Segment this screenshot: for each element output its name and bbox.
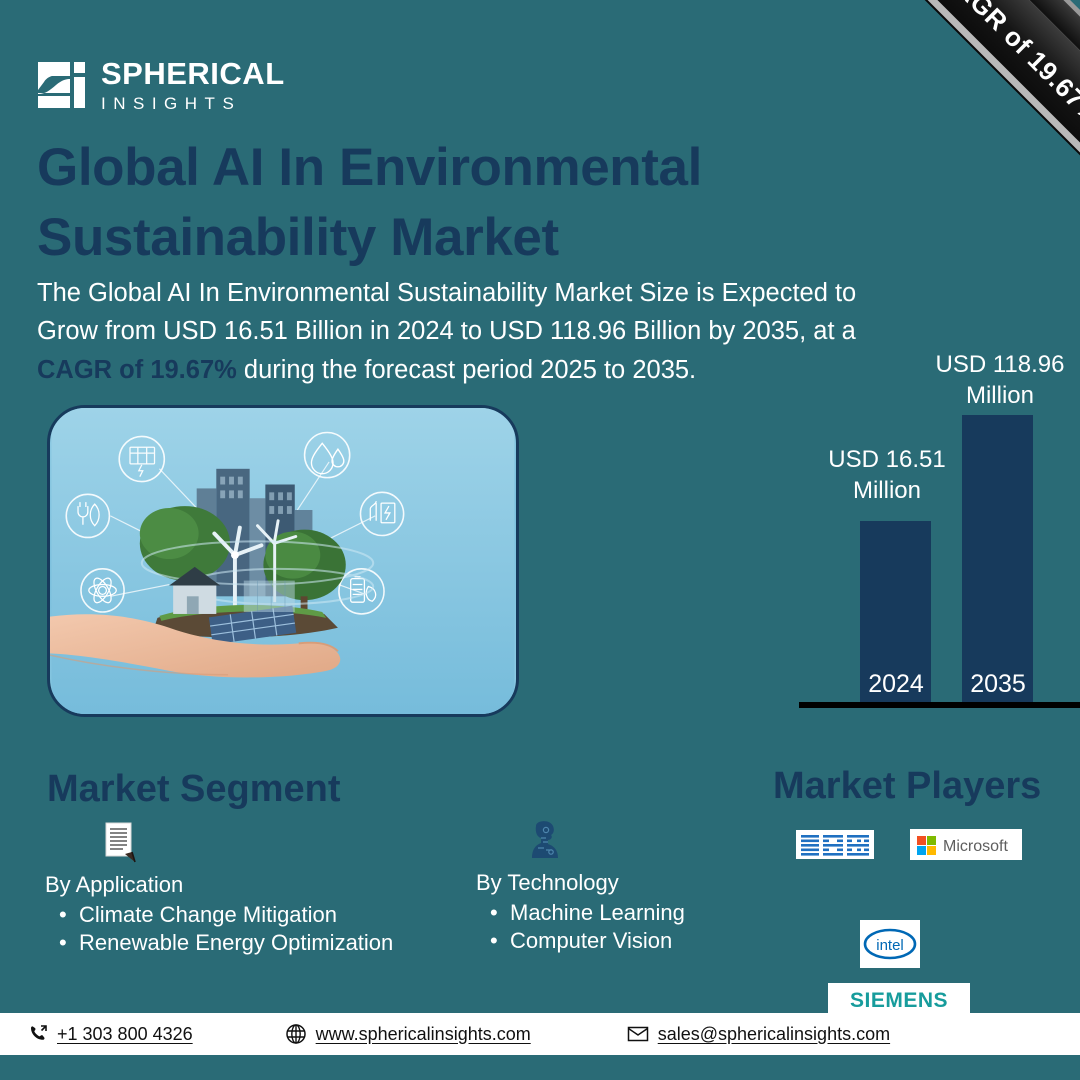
ribbon-main-band: CAGR of 19.67% [769,0,1080,214]
envelope-icon [627,1026,648,1042]
siemens-logo-icon: SIEMENS [828,983,970,1015]
segment-title-by-technology: By Technology [476,870,619,895]
description-text-part2: during the forecast period 2025 to 2035. [236,355,697,384]
footer-website-text: www.sphericalinsights.com [315,1023,531,1044]
bar-2035 [962,415,1033,703]
description-text-part1: The Global AI In Environmental Sustainab… [37,279,857,346]
segment-items-by-application: Climate Change Mitigation Renewable Ener… [45,901,445,957]
footer-phone-text: +1 303 800 4326 [57,1023,193,1044]
svg-text:intel: intel [876,937,904,954]
brand-name: SPHERICAL [101,56,285,91]
ribbon-stripe-black-thin [786,0,1080,129]
segment-group-by-application: By Application Climate Change Mitigation… [45,820,445,957]
market-description: The Global AI In Environmental Sustainab… [37,274,917,389]
list-item: Renewable Energy Optimization [45,929,445,957]
brand-tagline: INSIGHTS [101,94,242,113]
bar-category-2035: 2035 [970,670,1026,698]
ribbon-stripe-gray-top [793,0,1080,142]
bar-value-label-2035: USD 118.96 Million [935,351,1065,409]
footer-phone[interactable]: +1 303 800 4326 [28,1024,193,1045]
description-cagr-highlight: CAGR of 19.67% [37,355,237,384]
segment-items-by-technology: Machine Learning Computer Vision [476,899,776,955]
market-players-logos: Microsoft intel SIEMENS [760,815,1080,1015]
ribbon-stripe-gray-bottom [793,0,1080,234]
intel-logo-icon: intel [860,920,920,968]
market-segment-heading: Market Segment [47,768,341,810]
ribbon-label: CAGR of 19.67% [937,0,1080,131]
bar-category-2024: 2024 [868,670,924,698]
segment-title-by-application: By Application [45,872,184,897]
footer-website[interactable]: www.sphericalinsights.com [285,1023,531,1045]
list-item: Climate Change Mitigation [45,901,445,929]
bar-2024 [860,521,931,703]
list-item: Machine Learning [476,899,776,927]
spherical-insights-logo-mark-icon [38,62,85,108]
hero-image [47,405,519,717]
globe-icon [285,1024,306,1044]
ai-head-icon [532,821,558,858]
phone-icon [31,1025,47,1040]
market-players-heading: Market Players [773,765,1042,807]
microsoft-logo-icon: Microsoft [910,829,1022,860]
hero-illustration-icon [50,408,515,714]
footer-bar: +1 303 800 4326 www.sphericalinsights.co… [0,1013,1080,1055]
brand-logo[interactable]: SPHERICAL INSIGHTS [36,58,285,112]
svg-text:SIEMENS: SIEMENS [850,989,948,1012]
brand-logo-text: SPHERICAL INSIGHTS [101,58,285,112]
footer-email-text: sales@sphericalinsights.com [657,1023,891,1044]
svg-text:Microsoft: Microsoft [943,838,1008,855]
document-pen-icon [105,822,136,863]
page-title: Global AI In Environmental Sustainabilit… [37,138,702,267]
segment-group-by-technology: By Technology Machine Learning Computer … [476,818,776,955]
chart-baseline-axis [799,702,1080,708]
bar-value-label-2024: USD 16.51 Million [828,446,946,504]
footer-email[interactable]: sales@sphericalinsights.com [627,1024,890,1045]
ribbon-stripe-teal [786,0,1080,89]
ribbon-stripe-gray-outer [792,0,1080,105]
list-item: Computer Vision [476,927,776,955]
ibm-logo-icon [796,830,874,859]
market-size-bar-chart: USD 16.51 Million USD 118.96 Million 202… [795,345,1080,720]
